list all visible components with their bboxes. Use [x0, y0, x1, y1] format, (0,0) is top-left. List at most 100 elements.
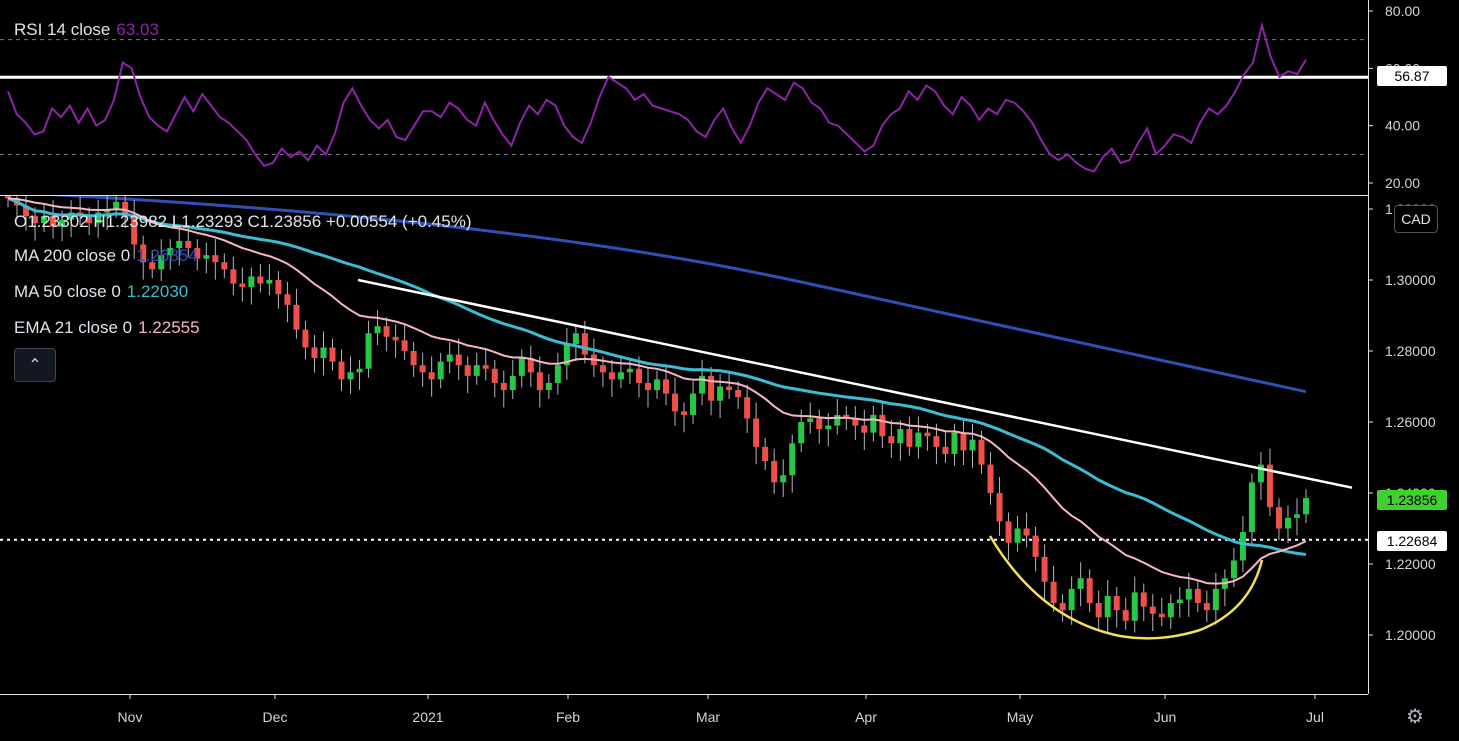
- candle: [1104, 579, 1111, 632]
- candle-body: [86, 216, 93, 224]
- candle-body: [1203, 603, 1210, 611]
- candle-body: [663, 379, 670, 394]
- candle: [951, 423, 958, 466]
- candle-body: [996, 493, 1003, 522]
- candle: [726, 370, 733, 399]
- candle: [1257, 452, 1264, 500]
- rsi-level-tag: 56.87: [1377, 66, 1447, 86]
- candle-body: [167, 248, 174, 256]
- candle-body: [690, 393, 697, 415]
- candle-body: [789, 443, 796, 476]
- candle-body: [1032, 535, 1039, 557]
- time-tick-label: Mar: [696, 709, 720, 725]
- candle: [1023, 512, 1030, 548]
- candle: [95, 200, 102, 238]
- candle-body: [428, 372, 435, 380]
- candle-body: [681, 411, 688, 415]
- collapse-legend-button[interactable]: ⌃: [14, 348, 56, 382]
- candle: [1212, 572, 1219, 625]
- candle-body: [230, 269, 237, 284]
- candle-body: [1005, 521, 1012, 543]
- candle: [663, 366, 670, 406]
- candle: [924, 423, 931, 451]
- candle: [915, 416, 922, 459]
- candle-body: [987, 464, 994, 493]
- candle: [870, 406, 877, 442]
- candle: [789, 434, 796, 493]
- candle: [672, 377, 679, 426]
- candle-body: [437, 361, 444, 380]
- candle: [1203, 590, 1210, 622]
- candle-body: [212, 255, 219, 263]
- price-pane: [0, 196, 1368, 640]
- candle-body: [978, 439, 985, 465]
- candle: [212, 239, 219, 280]
- candle-body: [870, 414, 877, 433]
- gear-icon[interactable]: ⚙: [1406, 706, 1424, 728]
- candle-body: [239, 283, 246, 288]
- candle: [1176, 587, 1183, 618]
- candle-body: [203, 255, 210, 259]
- candle: [473, 352, 480, 385]
- ema21-legend-label: EMA 21 close 0: [14, 318, 133, 337]
- candle-body: [1167, 603, 1174, 618]
- candle-body: [482, 365, 489, 369]
- candle-body: [942, 446, 949, 454]
- rsi-legend[interactable]: RSI 14 close 63.03: [14, 20, 159, 40]
- candle: [1005, 512, 1012, 561]
- ohlc-legend-text: O1.23302 H1.23982 L1.23293 C1.23856 +0.0…: [14, 212, 472, 231]
- ma200-legend[interactable]: MA 200 close 0 1.26854: [14, 246, 198, 266]
- candle-body: [329, 347, 336, 362]
- candle-body: [1176, 599, 1183, 604]
- rsi-line: [7, 21, 1307, 173]
- time-tick-label: Jun: [1154, 709, 1177, 725]
- candle-body: [527, 358, 534, 373]
- candle-body: [1086, 578, 1093, 604]
- candle-body: [320, 347, 327, 359]
- candle: [1077, 562, 1084, 607]
- candle-body: [356, 368, 363, 373]
- candle: [293, 288, 300, 339]
- candle-body: [744, 397, 751, 419]
- candle: [356, 359, 363, 390]
- candle-body: [726, 386, 733, 391]
- candle: [1158, 597, 1165, 627]
- candle-body: [1104, 595, 1111, 618]
- candle: [491, 359, 498, 398]
- candle: [365, 320, 372, 378]
- candle-body: [1041, 556, 1048, 582]
- candle-body: [446, 354, 453, 362]
- last-price-tag: 1.23856: [1377, 490, 1447, 510]
- candle-body: [906, 429, 913, 447]
- candle: [735, 381, 742, 409]
- candle-body: [1050, 581, 1057, 604]
- ema21-legend-value: 1.22555: [138, 318, 200, 337]
- candle-body: [473, 365, 480, 376]
- candle: [1122, 597, 1129, 630]
- candle: [933, 423, 940, 465]
- candle: [275, 271, 282, 309]
- candle-body: [1284, 517, 1291, 529]
- candle: [608, 359, 615, 397]
- candle-body: [302, 329, 309, 348]
- candle: [239, 267, 246, 302]
- candle: [1194, 579, 1201, 612]
- candle: [1095, 590, 1102, 629]
- currency-label[interactable]: CAD: [1394, 205, 1438, 233]
- candle-body: [807, 418, 814, 422]
- candle: [509, 359, 516, 399]
- candle: [644, 366, 651, 408]
- price-tick-label: 1.22000: [1385, 556, 1436, 572]
- ema21-legend[interactable]: EMA 21 close 0 1.22555: [14, 318, 200, 338]
- ma50-legend[interactable]: MA 50 close 0 1.22030: [14, 282, 188, 302]
- candle-body: [1095, 603, 1102, 618]
- candle: [32, 207, 39, 241]
- time-tick-label: Dec: [263, 709, 288, 725]
- ma200-legend-value: 1.26854: [136, 246, 198, 265]
- last-price-text: 1.23856: [1386, 492, 1438, 508]
- rsi-legend-value: 63.03: [116, 20, 159, 39]
- price-tick-label: 1.20000: [1385, 627, 1436, 643]
- time-tick-label: 2021: [412, 709, 443, 725]
- candle-body: [374, 326, 381, 334]
